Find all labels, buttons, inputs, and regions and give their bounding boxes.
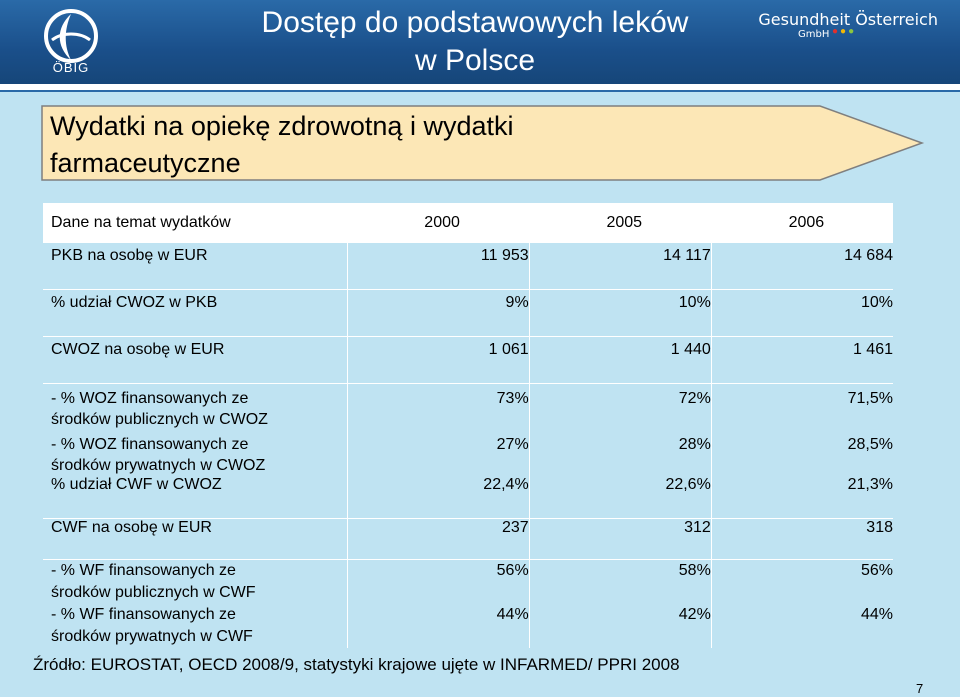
source-note: Źródło: EUROSTAT, OECD 2008/9, statystyk… — [33, 655, 680, 674]
subtitle-arrow-shape — [41, 105, 925, 181]
header-label: Dane na temat wydatków — [43, 203, 348, 243]
row-label: PKB na osobę w EUR — [43, 243, 348, 290]
cell-2006: 10% — [710, 289, 893, 337]
table-row: CWOZ na osobę w EUR 1 061 1 440 1 461 — [43, 336, 893, 384]
row-label: - % WF finansowanych ze środków publiczn… — [43, 560, 347, 605]
cell-2006: 318 — [710, 518, 893, 560]
cell-2000: 22,4% — [346, 476, 530, 519]
header-2000: 2000 — [346, 203, 530, 243]
subtitle-line-1: Wydatki na opiekę zdrowotną i wydatki — [50, 111, 514, 141]
cell-2006: 56% — [710, 559, 893, 604]
table-row: - % WOZ finansowanych ze środków publicz… — [43, 383, 893, 435]
cell-2000: 1 061 — [346, 336, 530, 384]
row-label: - % WF finansowanych ze środków prywatny… — [43, 604, 347, 648]
table-row: % udział CWOZ w PKB 9% 10% 10% — [43, 289, 893, 337]
table-row: - % WF finansowanych ze środków publiczn… — [43, 559, 893, 605]
cell-2005: 10% — [528, 289, 712, 337]
row-label-line-1: - % WOZ finansowanych ze — [51, 436, 249, 453]
cell-2000: 27% — [346, 434, 530, 476]
cell-2005: 14 117 — [528, 243, 712, 290]
cell-2000: 44% — [346, 604, 530, 648]
expenditure-table: Dane na temat wydatków 2000 2005 2006 PK… — [43, 203, 893, 648]
header-2006: 2006 — [710, 203, 893, 243]
table-row: - % WF finansowanych ze środków prywatny… — [43, 604, 893, 648]
cell-2005: 42% — [528, 604, 712, 648]
title-line-2: w Polsce — [414, 44, 536, 77]
table-row: % udział CWF w CWOZ 22,4% 22,6% 21,3% — [43, 476, 893, 519]
table-row: - % WOZ finansowanych ze środków prywatn… — [43, 434, 893, 476]
table-row: PKB na osobę w EUR 11 953 14 117 14 684 — [43, 243, 893, 290]
logo-text: ÖBIG — [52, 60, 90, 75]
row-label: - % WOZ finansowanych ze środków publicz… — [43, 384, 347, 435]
brand-name: Gesundheit Österreich — [758, 10, 938, 29]
cell-2005: 58% — [528, 559, 712, 604]
row-label: % udział CWOZ w PKB — [43, 289, 348, 337]
header-bar — [0, 0, 960, 84]
cell-2000: 9% — [346, 289, 530, 337]
header-divider-line — [0, 90, 960, 92]
cell-2006: 21,3% — [710, 476, 893, 519]
cell-2005: 72% — [528, 383, 712, 434]
table-header-row: Dane na temat wydatków 2000 2005 2006 — [43, 203, 893, 243]
row-label-line-2: środków publicznych w CWOZ — [51, 411, 268, 428]
cell-2006: 1 461 — [710, 336, 893, 384]
header-2005: 2005 — [528, 203, 712, 243]
cell-2005: 1 440 — [528, 336, 712, 384]
row-label-line-2: środków prywatnych w CWF — [51, 628, 253, 645]
cell-2000: 56% — [346, 559, 530, 604]
row-label: CWOZ na osobę w EUR — [43, 336, 348, 384]
header-divider — [0, 84, 960, 90]
cell-2000: 237 — [346, 518, 530, 560]
page-title: Dostęp do podstawowych leków w Polsce — [200, 4, 750, 80]
row-label-line-2: środków publicznych w CWF — [51, 584, 256, 601]
cell-2006: 44% — [710, 604, 893, 648]
row-label-line-1: - % WF finansowanych ze — [51, 562, 236, 579]
cell-2005: 28% — [528, 434, 712, 476]
brand-dots-icon: ●●● — [832, 26, 857, 37]
cell-2006: 14 684 — [710, 243, 893, 290]
cell-2006: 28,5% — [710, 434, 893, 476]
obig-logo-icon — [44, 9, 98, 63]
page-number: 7 — [916, 681, 924, 696]
title-line-1: Dostęp do podstawowych leków — [261, 6, 689, 39]
section-subtitle: Wydatki na opiekę zdrowotną i wydatki fa… — [50, 108, 770, 182]
cell-2000: 11 953 — [346, 243, 530, 290]
cell-2005: 22,6% — [528, 476, 712, 519]
row-label-line-1: - % WF finansowanych ze — [51, 606, 236, 623]
brand-sub: GmbH — [798, 29, 830, 40]
cell-2000: 73% — [346, 383, 530, 434]
subtitle-line-2: farmaceutyczne — [50, 148, 241, 178]
row-label: % udział CWF w CWOZ — [43, 476, 348, 519]
cell-2006: 71,5% — [710, 383, 893, 434]
table-row: CWF na osobę w EUR 237 312 318 — [43, 518, 893, 560]
row-label-line-2: środków prywatnych w CWOZ — [51, 457, 266, 474]
row-label: CWF na osobę w EUR — [43, 518, 348, 560]
cell-2005: 312 — [528, 518, 712, 560]
row-label-line-1: - % WOZ finansowanych ze — [51, 390, 249, 407]
row-label: - % WOZ finansowanych ze środków prywatn… — [43, 434, 347, 476]
